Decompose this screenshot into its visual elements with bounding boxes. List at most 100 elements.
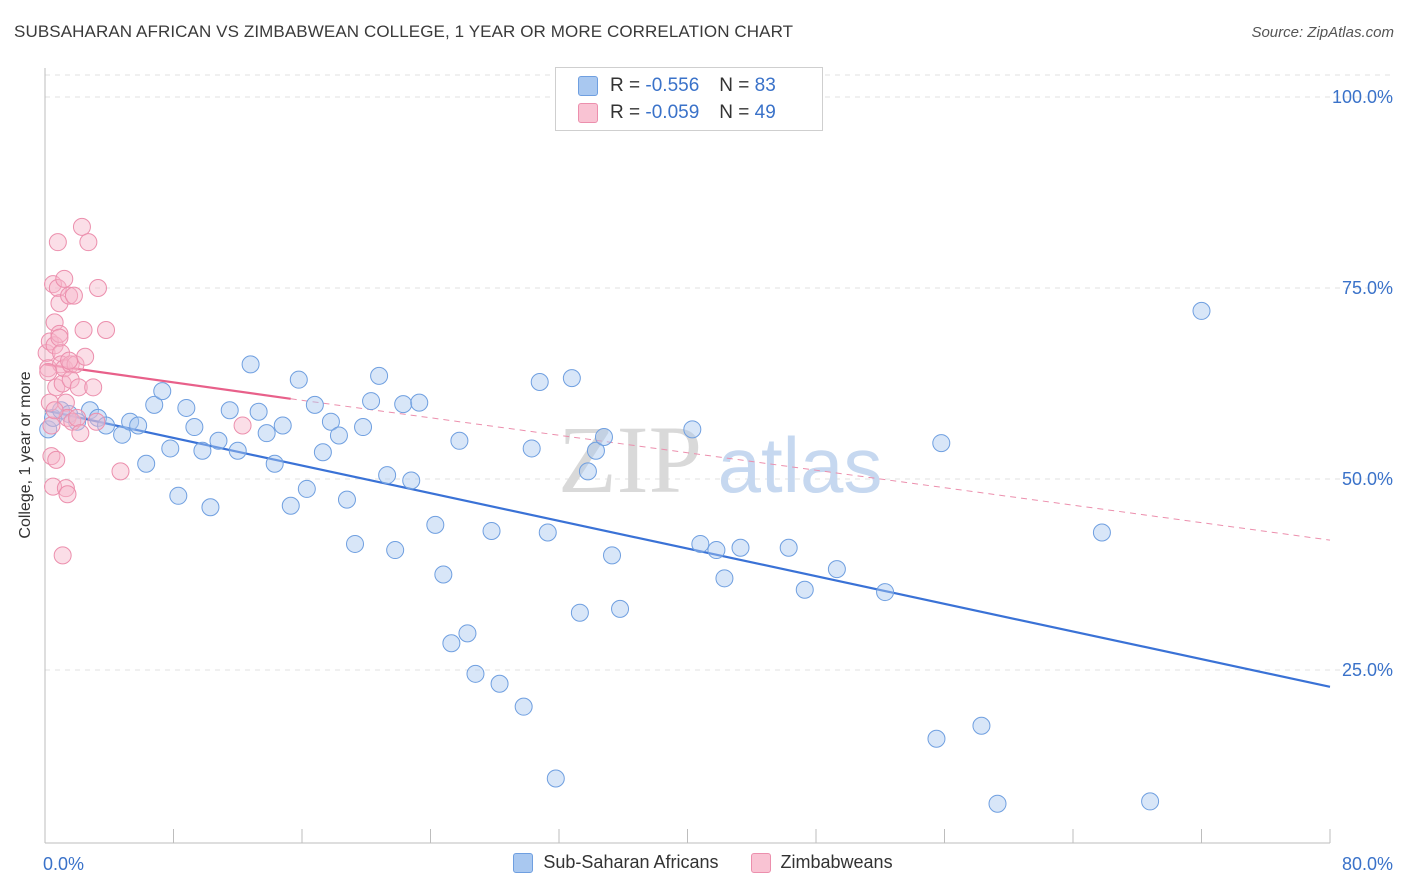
series-legend-item-subsaharan[interactable]: Sub-Saharan Africans (513, 852, 719, 873)
point-subsaharan (386, 541, 405, 560)
point-zimbabwean (97, 321, 116, 340)
y-tick-label: 75.0% (1342, 278, 1393, 298)
point-subsaharan (426, 515, 445, 534)
point-zimbabwean (87, 412, 106, 431)
point-zimbabwean (39, 363, 58, 382)
point-zimbabwean (50, 328, 69, 347)
point-subsaharan (201, 498, 220, 517)
legend-r-value: -0.059 (645, 102, 700, 123)
point-subsaharan (329, 426, 348, 445)
legend-row-subsaharan: R = -0.556 N = 83 (578, 74, 776, 98)
series-swatch-blue (513, 852, 534, 873)
point-subsaharan (522, 439, 541, 458)
point-subsaharan (594, 427, 613, 446)
point-subsaharan (337, 490, 356, 509)
point-zimbabwean (44, 477, 63, 496)
point-zimbabwean (55, 269, 74, 288)
point-subsaharan (410, 393, 429, 412)
point-subsaharan (193, 441, 212, 460)
point-subsaharan (715, 569, 734, 588)
point-zimbabwean (45, 401, 64, 420)
point-subsaharan (394, 395, 413, 414)
point-zimbabwean (71, 424, 90, 443)
point-zimbabwean (56, 479, 75, 498)
axes (44, 68, 1331, 844)
point-zimbabwean (89, 279, 108, 297)
trend-line-zimbabwean-extended (290, 398, 1331, 541)
legend-n-label: N = (719, 102, 750, 123)
point-zimbabwean (48, 233, 67, 252)
point-zimbabwean (79, 233, 98, 252)
point-subsaharan (434, 565, 453, 584)
legend-r-label: R = (610, 102, 641, 123)
point-subsaharan (321, 412, 340, 431)
legend-swatch-pink (578, 103, 598, 123)
point-subsaharan (185, 418, 204, 437)
point-subsaharan (691, 534, 710, 553)
point-subsaharan (603, 546, 622, 565)
series-legend-item-zimbabwean[interactable]: Zimbabweans (750, 852, 893, 873)
point-zimbabwean (60, 286, 79, 305)
point-subsaharan (402, 471, 421, 490)
point-subsaharan (707, 541, 726, 560)
watermark: ZIP atlas (558, 406, 882, 513)
point-subsaharan (450, 431, 469, 450)
tick-labels: 25.0% 50.0% 75.0% 100.0% 0.0% 80.0% (43, 87, 1393, 874)
point-subsaharan (346, 534, 365, 553)
point-zimbabwean (50, 324, 69, 343)
point-subsaharan (177, 398, 196, 417)
point-subsaharan (113, 425, 132, 444)
trend-line-subsaharan (44, 409, 1331, 688)
correlation-legend: R = -0.556 N = 83 R = -0.059 N = 49 (555, 67, 823, 131)
y-tick-label: 25.0% (1342, 660, 1393, 680)
point-zimbabwean (111, 462, 130, 481)
point-subsaharan (1192, 301, 1211, 320)
point-subsaharan (169, 486, 188, 505)
point-subsaharan (530, 372, 549, 391)
point-subsaharan (683, 420, 702, 439)
point-zimbabwean (42, 416, 61, 435)
point-subsaharan (927, 729, 946, 748)
point-subsaharan (466, 664, 485, 683)
point-subsaharan (370, 366, 389, 385)
point-subsaharan (289, 370, 308, 389)
trend-lines (44, 363, 1331, 688)
legend-swatch-blue (578, 76, 598, 96)
point-subsaharan (281, 496, 300, 515)
series-swatch-pink (750, 852, 771, 873)
point-subsaharan (570, 603, 589, 622)
point-zimbabwean (76, 347, 95, 366)
point-zimbabwean (233, 416, 252, 435)
trend-line-zimbabwean (44, 363, 291, 400)
legend-r-value: -0.556 (645, 75, 700, 96)
point-subsaharan (257, 424, 276, 443)
point-subsaharan (249, 402, 268, 421)
point-subsaharan (297, 479, 316, 498)
point-zimbabwean (72, 217, 91, 236)
series-legend: Sub-Saharan Africans Zimbabweans (0, 852, 1406, 873)
point-subsaharan (362, 392, 381, 411)
point-subsaharan (97, 416, 116, 435)
data-points (37, 217, 1211, 813)
y-tick-label: 50.0% (1342, 469, 1393, 489)
point-subsaharan (611, 599, 630, 618)
point-subsaharan (313, 443, 332, 462)
point-subsaharan (220, 401, 239, 420)
point-subsaharan (265, 454, 284, 473)
series-label-zimbabwean: Zimbabweans (780, 852, 893, 872)
point-subsaharan (490, 674, 509, 693)
point-zimbabwean (53, 546, 72, 565)
point-subsaharan (482, 521, 501, 540)
point-subsaharan (562, 369, 581, 388)
point-subsaharan (378, 466, 397, 485)
point-subsaharan (305, 395, 324, 414)
chart-source: Source: ZipAtlas.com (1251, 24, 1394, 41)
point-zimbabwean (58, 485, 77, 504)
point-subsaharan (731, 538, 750, 557)
point-subsaharan (586, 441, 605, 460)
point-zimbabwean (74, 321, 93, 340)
point-zimbabwean (84, 378, 103, 397)
point-subsaharan (827, 560, 846, 579)
watermark-atlas: atlas (718, 421, 883, 509)
point-subsaharan (354, 418, 373, 437)
